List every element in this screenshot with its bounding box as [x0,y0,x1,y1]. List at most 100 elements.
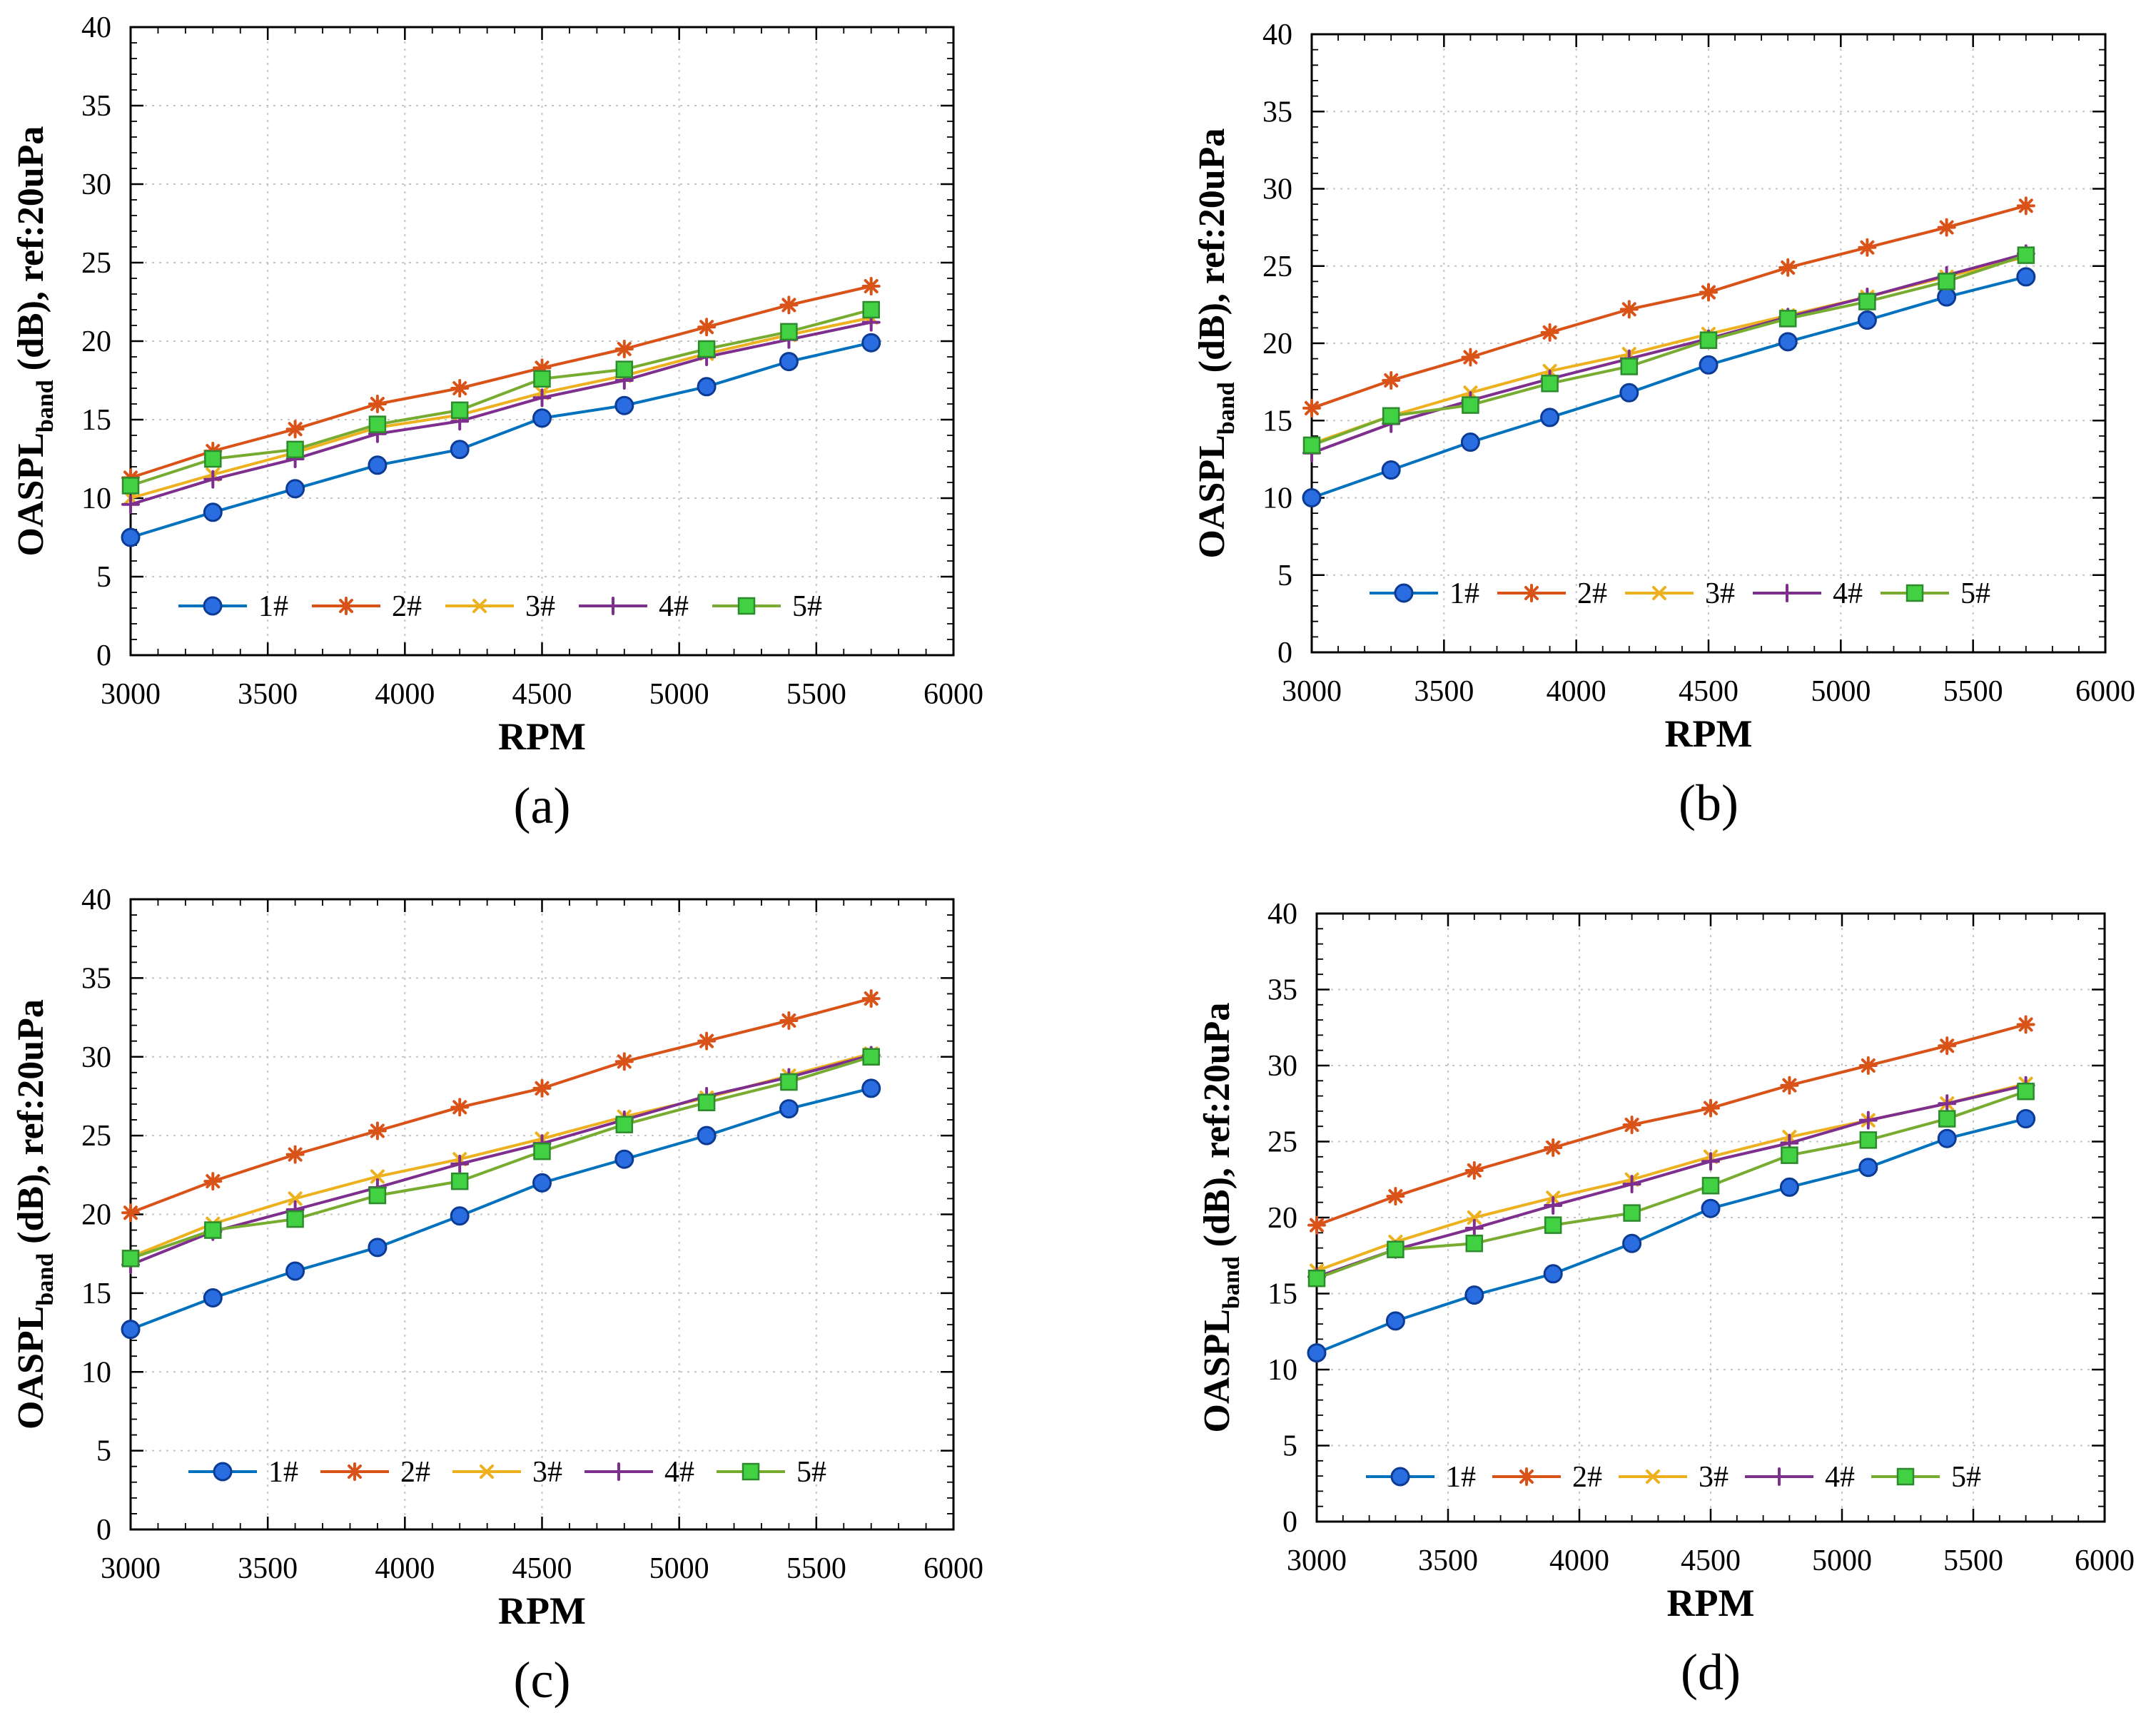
series-1-point-5100 [1858,1158,1878,1178]
y-tick-label: 20 [81,325,111,358]
series-2-point-4200 [1619,300,1639,319]
series-5-point-5400 [1938,273,1955,290]
legend-label-1: 1# [268,1456,298,1489]
series-2-point-3900 [1540,323,1559,342]
series-1-point-4500 [1701,1198,1721,1218]
legend-entry-1: 1# [188,1456,298,1489]
legend-label-4: 4# [1833,577,1863,610]
y-axis-label-units: (dB), ref:20uPa [1192,128,1233,383]
series-1-point-4200 [1622,1233,1642,1253]
legend-label-3: 3# [525,590,555,623]
legend-marker-3 [472,599,487,613]
series-5 [1302,246,2035,455]
series-5-point-5700 [862,300,880,319]
x-tick-label: 5000 [649,1552,709,1585]
series-1-point-5400 [779,1099,799,1119]
series-1-point-3600 [285,479,305,499]
legend-marker-4 [604,597,622,615]
series-5-point-3000 [121,1250,140,1268]
legend-label-3: 3# [532,1456,562,1489]
series-2-point-4800 [614,340,634,358]
y-tick-label: 15 [81,1278,111,1310]
legend-label-2: 2# [392,590,422,623]
y-tick-label: 25 [1267,1126,1297,1159]
legend-marker-1 [1390,1467,1410,1487]
legend-marker-2 [337,597,355,615]
axis-box [1310,33,2107,654]
series-1-point-5400 [1937,287,1957,307]
series-5-point-3300 [204,450,222,468]
series-5-point-3900 [368,415,387,433]
y-axis-label-units: (dB), ref:20uPa [1197,1003,1238,1257]
x-axis-label: RPM [1665,712,1753,755]
series-2-point-5700 [861,989,881,1008]
series-line-2 [130,285,872,480]
series-line-3 [130,316,872,500]
series-5-point-3600 [1465,1234,1484,1253]
series-1-point-5100 [1857,310,1877,330]
series-2-point-3000 [1302,398,1321,418]
series-1-point-4800 [1779,1177,1799,1197]
series-1-point-4500 [532,408,552,428]
series-2-point-5400 [779,1011,799,1030]
legend-marker-2 [1522,584,1541,602]
y-tick-label: 10 [1267,1354,1297,1387]
series-5-point-3900 [1544,1216,1562,1234]
x-tick-label: 4500 [1679,675,1739,708]
chart-panel-c: 3000 3500 4000 4500 5000 5500 6000 0 5 10 15 20 25 30… [11,884,983,1709]
y-tick-label: 0 [96,639,111,672]
y-tick-label: 0 [96,1514,111,1547]
series-2-point-3000 [121,1203,140,1223]
series-1 [1307,1109,2036,1363]
series-4-point-3900 [1544,1195,1563,1215]
legend-entry-1: 1# [1370,577,1479,610]
legend-marker-4 [609,1462,628,1481]
legend-marker-2 [1517,1467,1536,1486]
series-1-point-3900 [368,455,388,475]
series-4-point-4200 [1622,1175,1641,1194]
series-2-point-4500 [1701,1098,1720,1118]
series-1-point-3300 [203,502,223,522]
series-5-point-4200 [450,1172,469,1190]
series-1-point-4200 [450,1206,470,1226]
y-tick-label: 10 [1262,482,1292,515]
x-tick-label: 3500 [1414,675,1474,708]
series-5-point-3600 [1462,396,1479,414]
series-1-point-5100 [697,1126,717,1145]
series-1-point-3000 [1307,1343,1327,1363]
series-3-point-3600 [288,1191,303,1206]
series-1-point-3300 [1385,1311,1405,1331]
series-4-point-4500 [1701,1152,1720,1171]
series-5-point-4800 [615,360,634,378]
series-2-point-5100 [697,1031,717,1051]
panel-label: (a) [514,777,571,834]
y-tick-label: 20 [81,1199,111,1232]
series-5-point-5700 [862,1048,880,1066]
axis-box [129,26,955,657]
legend-marker-2 [345,1462,364,1481]
x-axis-label: RPM [1667,1582,1755,1624]
y-tick-label: 15 [81,404,111,437]
x-tick-label: 4000 [1549,1544,1609,1577]
x-tick-label: 4000 [375,1552,435,1585]
series-line-4 [1311,252,2027,455]
series-3-point-3600 [1467,1210,1482,1225]
series-1 [121,1078,881,1340]
series-1-point-3900 [1543,1264,1563,1284]
legend-marker-3 [1652,586,1666,600]
y-tick-label: 0 [1282,1506,1297,1539]
series-2 [1307,1015,2035,1235]
legend-marker-3 [480,1465,494,1479]
series-2-point-5100 [697,318,717,337]
series-1-point-4800 [1778,332,1798,352]
series-line-4 [130,1053,872,1266]
series-2-point-4200 [450,379,470,398]
x-tick-label: 4500 [1681,1544,1741,1577]
legend-marker-1 [1394,583,1414,603]
series-5-point-3600 [286,440,304,459]
series-5-point-5100 [697,340,716,358]
series-5-point-3000 [121,477,140,495]
series-5-point-4500 [1701,1177,1720,1195]
y-tick-label: 35 [1267,974,1297,1007]
legend-entry-3: 3# [445,590,555,623]
